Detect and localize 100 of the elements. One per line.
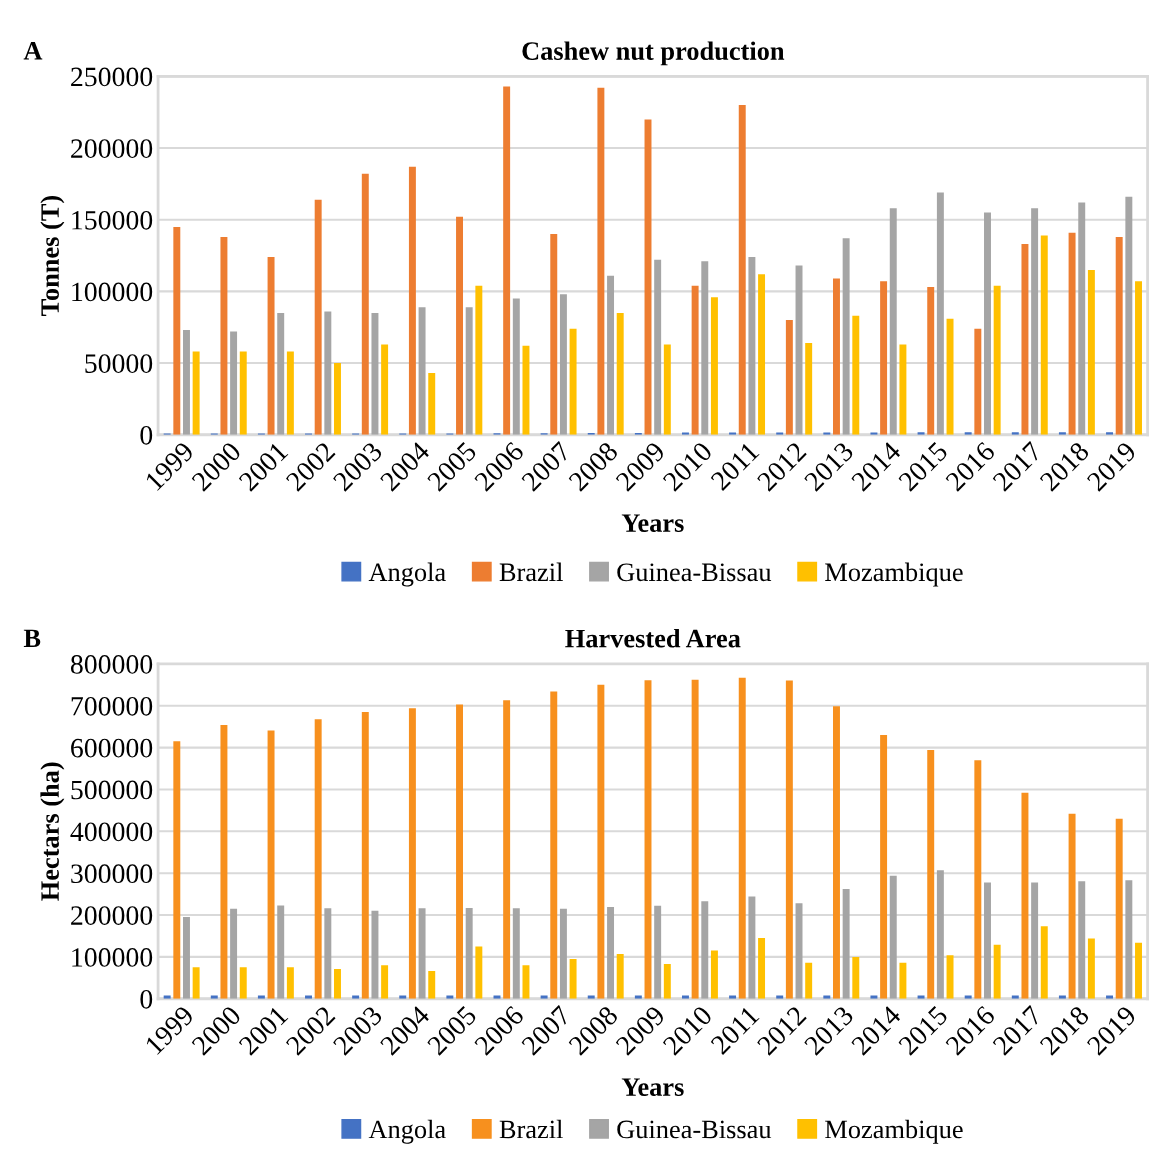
- bar: [381, 344, 389, 435]
- bar: [946, 955, 954, 999]
- bar: [324, 908, 332, 999]
- bar: [738, 105, 746, 435]
- bar: [192, 967, 200, 999]
- bar: [1040, 235, 1048, 435]
- bar: [465, 307, 473, 435]
- bar: [220, 724, 228, 999]
- bar: [267, 730, 275, 999]
- bar: [1125, 196, 1133, 435]
- legend-label: Mozambique: [825, 1119, 963, 1144]
- bar: [503, 700, 511, 999]
- bar: [710, 297, 718, 435]
- bar: [899, 344, 907, 435]
- y-tick-label: 0: [140, 425, 153, 445]
- bar: [371, 910, 379, 999]
- bar: [210, 995, 218, 999]
- bar: [852, 315, 860, 435]
- x-axis-title: Years: [621, 1078, 684, 1096]
- bar: [1040, 926, 1048, 999]
- bar: [512, 908, 520, 999]
- bar: [889, 208, 897, 435]
- bar: [964, 995, 972, 999]
- bar: [587, 995, 595, 999]
- bar: [842, 889, 850, 999]
- legend-label: Guinea-Bissau: [617, 563, 772, 582]
- bar: [1125, 880, 1133, 999]
- bar: [805, 343, 813, 435]
- legend-label: Angola: [368, 562, 446, 587]
- bar: [946, 318, 954, 435]
- y-tick-label: 700000: [71, 696, 153, 716]
- bar: [324, 311, 332, 435]
- bar: [1021, 244, 1029, 435]
- y-axis-title: Tonnes (T): [40, 195, 65, 316]
- bar: [842, 238, 850, 435]
- bar: [738, 677, 746, 999]
- bar: [230, 908, 238, 999]
- bar: [785, 320, 793, 435]
- bar: [616, 312, 624, 435]
- bar: [475, 285, 483, 435]
- bar: [833, 278, 840, 435]
- bar: [691, 285, 699, 435]
- bar: [917, 995, 925, 999]
- y-tick-label: 0: [140, 989, 153, 1009]
- bar: [1087, 269, 1095, 435]
- bar: [456, 216, 463, 435]
- bar: [1011, 995, 1019, 999]
- bar: [381, 965, 389, 999]
- bar: [880, 735, 888, 999]
- bar: [597, 684, 605, 999]
- y-tick-label: 100000: [72, 948, 153, 967]
- bar: [823, 995, 831, 999]
- bar: [1058, 995, 1066, 999]
- y-tick-label: 200000: [71, 139, 153, 158]
- bar: [852, 956, 860, 999]
- bar: [569, 328, 577, 435]
- bar: [805, 962, 813, 999]
- legend-label: Brazil: [499, 1119, 563, 1139]
- bar: [475, 946, 483, 999]
- bar: [1106, 995, 1114, 999]
- bar: [314, 199, 322, 435]
- bar: [522, 965, 530, 999]
- bar: [607, 275, 615, 435]
- bar: [758, 938, 766, 999]
- y-tick-label: 300000: [71, 864, 153, 884]
- bar: [418, 908, 426, 999]
- y-tick-label: 100000: [72, 282, 153, 302]
- bar: [927, 287, 935, 435]
- bar: [974, 328, 982, 435]
- bar: [654, 259, 662, 435]
- bar: [785, 680, 793, 999]
- bar: [503, 86, 511, 435]
- bar: [559, 294, 567, 435]
- bar: [371, 312, 379, 435]
- bar: [597, 87, 605, 435]
- bar: [550, 234, 558, 435]
- y-tick-label: 600000: [71, 738, 153, 758]
- bar: [183, 330, 190, 435]
- bar: [748, 257, 756, 435]
- bar: [173, 226, 181, 435]
- bar: [361, 173, 369, 435]
- x-axis-title: Years: [621, 514, 684, 532]
- bar: [889, 875, 897, 999]
- bar: [286, 967, 294, 999]
- bar: [936, 192, 944, 435]
- bar: [776, 995, 784, 999]
- bar: [1087, 938, 1095, 999]
- y-tick-label: 150000: [72, 210, 153, 230]
- bar: [936, 870, 944, 999]
- bar: [607, 907, 615, 999]
- bar: [984, 212, 991, 435]
- bar: [701, 901, 709, 999]
- bar: [220, 236, 228, 435]
- bar: [681, 995, 689, 999]
- y-tick-label: 50000: [85, 354, 153, 373]
- bar: [173, 741, 181, 999]
- bar: [192, 351, 200, 435]
- bar: [305, 995, 312, 999]
- bar: [616, 953, 624, 999]
- y-tick-label: 250000: [71, 67, 153, 87]
